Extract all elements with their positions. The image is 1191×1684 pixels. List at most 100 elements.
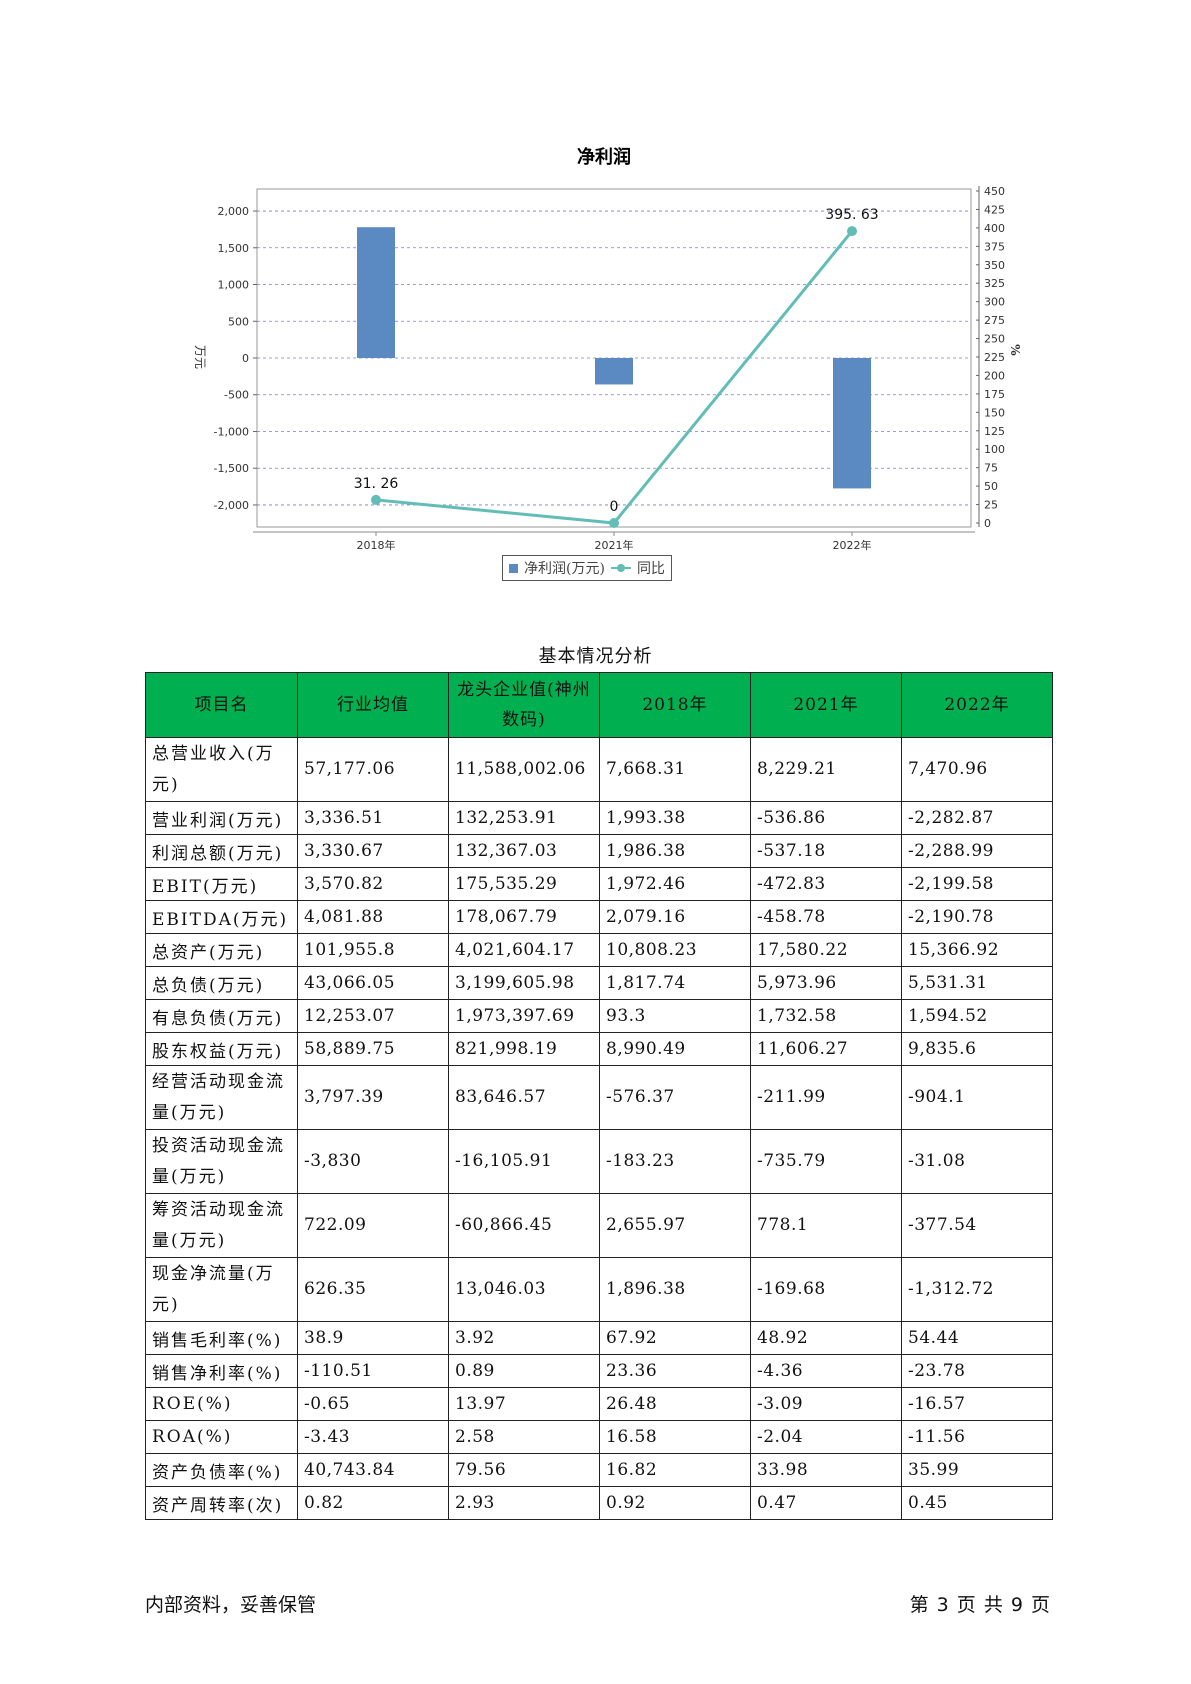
value-cell: -2,288.99 bbox=[901, 834, 1053, 868]
table-row: 投资活动现金流量(万元) -3,830 -16,105.91 -183.23 -735.… bbox=[145, 1129, 1053, 1194]
row-name-cell: 现金净流量(万元) bbox=[145, 1257, 298, 1322]
legend-bar-swatch bbox=[509, 563, 518, 573]
net-profit-bar bbox=[595, 358, 633, 385]
y-right-tick-label: 375 bbox=[984, 240, 1005, 253]
y-right-tick-label: 75 bbox=[984, 462, 998, 475]
value-cell: 5,973.96 bbox=[750, 966, 902, 1000]
value-cell: 722.09 bbox=[297, 1193, 449, 1258]
value-cell: -4.36 bbox=[750, 1354, 902, 1388]
y-tick-label: 1,500 bbox=[218, 242, 250, 255]
value-cell: 43,066.05 bbox=[297, 966, 449, 1000]
chart-svg: 净利润2,0001,5001,0005000-500-1,000-1,500-2… bbox=[193, 146, 1022, 552]
yoy-data-label: 31. 26 bbox=[354, 476, 399, 492]
y-tick-label: 2,000 bbox=[218, 205, 250, 218]
value-cell: 67.92 bbox=[599, 1321, 751, 1355]
footer-confidential-note: 内部资料，妥善保管 bbox=[145, 1594, 317, 1616]
y-right-tick-label: 100 bbox=[984, 443, 1005, 456]
value-cell: 11,606.27 bbox=[750, 1032, 902, 1066]
table-row: 总营业收入(万元) 57,177.06 11,588,002.06 7,668.31 8… bbox=[145, 737, 1053, 802]
value-cell: -23.78 bbox=[901, 1354, 1053, 1388]
header-2022: 2022年 bbox=[901, 672, 1053, 738]
y-right-tick-label: 150 bbox=[984, 406, 1005, 419]
row-name-cell: 总资产(万元) bbox=[145, 933, 298, 967]
value-cell: -472.83 bbox=[750, 867, 902, 901]
value-cell: 778.1 bbox=[750, 1193, 902, 1258]
header-2018: 2018年 bbox=[599, 672, 751, 738]
value-cell: 26.48 bbox=[599, 1387, 751, 1421]
value-cell: 0.45 bbox=[901, 1486, 1053, 1520]
value-cell: 93.3 bbox=[599, 999, 751, 1033]
y-tick-label: -2,000 bbox=[214, 499, 249, 512]
y-tick-label: 1,000 bbox=[218, 279, 250, 292]
value-cell: 7,470.96 bbox=[901, 737, 1053, 802]
value-cell: 10,808.23 bbox=[599, 933, 751, 967]
yoy-point bbox=[609, 518, 619, 528]
value-cell: 2,079.16 bbox=[599, 900, 751, 934]
value-cell: -904.1 bbox=[901, 1065, 1053, 1130]
value-cell: 1,993.38 bbox=[599, 801, 751, 835]
value-cell: -576.37 bbox=[599, 1065, 751, 1130]
value-cell: 0.82 bbox=[297, 1486, 449, 1520]
value-cell: 8,990.49 bbox=[599, 1032, 751, 1066]
value-cell: 3,797.39 bbox=[297, 1065, 449, 1130]
value-cell: 1,896.38 bbox=[599, 1257, 751, 1322]
value-cell: 4,021,604.17 bbox=[448, 933, 600, 967]
row-name-cell: 资产负债率(%) bbox=[145, 1453, 298, 1487]
x-tick-label: 2021年 bbox=[595, 538, 634, 552]
value-cell: -1,312.72 bbox=[901, 1257, 1053, 1322]
value-cell: -458.78 bbox=[750, 900, 902, 934]
legend-line-label: 同比 bbox=[636, 561, 665, 577]
value-cell: 48.92 bbox=[750, 1321, 902, 1355]
row-name-cell: ROA(%) bbox=[145, 1420, 298, 1454]
value-cell: -60,866.45 bbox=[448, 1193, 600, 1258]
table-row: 营业利润(万元) 3,336.51 132,253.91 1,993.38 -536.8… bbox=[145, 801, 1053, 835]
value-cell: -110.51 bbox=[297, 1354, 449, 1388]
table-row: ROA(%) -3.43 2.58 16.58 -2.04 -11.56 bbox=[145, 1420, 1053, 1454]
y-right-tick-label: 425 bbox=[984, 203, 1005, 216]
table-row: 经营活动现金流量(万元) 3,797.39 83,646.57 -576.37 -211… bbox=[145, 1065, 1053, 1130]
table-row: 资产周转率(次) 0.82 2.93 0.92 0.47 0.45 bbox=[145, 1486, 1053, 1520]
value-cell: 132,253.91 bbox=[448, 801, 600, 835]
value-cell: -169.68 bbox=[750, 1257, 902, 1322]
value-cell: 178,067.79 bbox=[448, 900, 600, 934]
value-cell: 57,177.06 bbox=[297, 737, 449, 802]
header-industry-avg: 行业均值 bbox=[297, 672, 449, 738]
value-cell: 1,732.58 bbox=[750, 999, 902, 1033]
row-name-cell: 投资活动现金流量(万元) bbox=[145, 1129, 298, 1194]
net-profit-bar bbox=[833, 358, 871, 489]
y-right-tick-label: 25 bbox=[984, 499, 998, 512]
yoy-point bbox=[371, 494, 381, 505]
value-cell: -16.57 bbox=[901, 1387, 1053, 1421]
y-right-tick-label: 325 bbox=[984, 277, 1005, 290]
value-cell: 23.36 bbox=[599, 1354, 751, 1388]
value-cell: -2.04 bbox=[750, 1420, 902, 1454]
table-row: EBIT(万元) 3,570.82 175,535.29 1,972.46 -472.8… bbox=[145, 867, 1053, 901]
value-cell: -3.09 bbox=[750, 1387, 902, 1421]
y-right-tick-label: 300 bbox=[984, 296, 1005, 309]
header-2021: 2021年 bbox=[750, 672, 902, 738]
value-cell: 0.47 bbox=[750, 1486, 902, 1520]
row-name-cell: 营业利润(万元) bbox=[145, 801, 298, 835]
value-cell: 12,253.07 bbox=[297, 999, 449, 1033]
table-row: ROE(%) -0.65 13.97 26.48 -3.09 -16.57 bbox=[145, 1387, 1053, 1421]
header-leader-value: 龙头企业值(神州数码) bbox=[448, 672, 600, 738]
y-tick-label: 0 bbox=[242, 352, 249, 365]
value-cell: -3.43 bbox=[297, 1420, 449, 1454]
row-name-cell: 经营活动现金流量(万元) bbox=[145, 1065, 298, 1130]
table-row: 总负债(万元) 43,066.05 3,199,605.98 1,817.74 5,97… bbox=[145, 966, 1053, 1000]
row-name-cell: 总负债(万元) bbox=[145, 966, 298, 1000]
chart-title: 净利润 bbox=[577, 146, 631, 168]
value-cell: -377.54 bbox=[901, 1193, 1053, 1258]
value-cell: -0.65 bbox=[297, 1387, 449, 1421]
value-cell: 8,229.21 bbox=[750, 737, 902, 802]
table-row: 股东权益(万元) 58,889.75 821,998.19 8,990.49 11,60… bbox=[145, 1032, 1053, 1066]
value-cell: 35.99 bbox=[901, 1453, 1053, 1487]
table-row: EBITDA(万元) 4,081.88 178,067.79 2,079.16 -458… bbox=[145, 900, 1053, 934]
row-name-cell: 资产周转率(次) bbox=[145, 1486, 298, 1520]
header-item-name: 项目名 bbox=[145, 672, 298, 738]
value-cell: 9,835.6 bbox=[901, 1032, 1053, 1066]
value-cell: 0.92 bbox=[599, 1486, 751, 1520]
table-body: 总营业收入(万元) 57,177.06 11,588,002.06 7,668.31 8… bbox=[145, 737, 1053, 1520]
value-cell: -16,105.91 bbox=[448, 1129, 600, 1194]
value-cell: 2,655.97 bbox=[599, 1193, 751, 1258]
